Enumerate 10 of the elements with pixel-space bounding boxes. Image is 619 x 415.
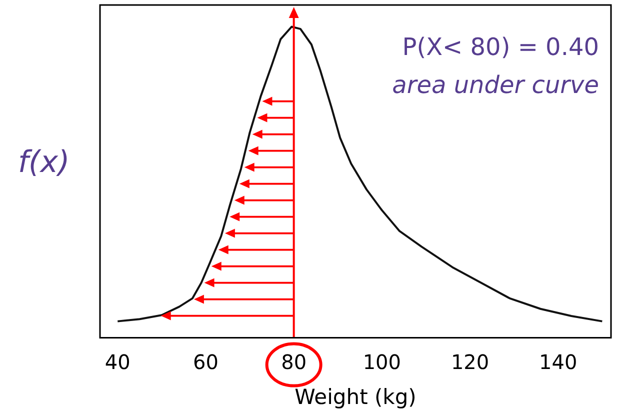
- y-axis-title: f(x): [18, 145, 70, 180]
- x-tick-label: 100: [362, 350, 402, 374]
- x-tick-label: 80: [281, 350, 307, 374]
- annotation: P(X< 80) = 0.40: [402, 33, 599, 61]
- x-tick-label: 120: [450, 350, 490, 374]
- x-axis-title: Weight (kg): [294, 384, 416, 409]
- x-tick-label: 40: [104, 350, 130, 374]
- annotation: area under curve: [392, 71, 599, 99]
- x-tick-label: 140: [539, 350, 578, 374]
- x-tick-label: 60: [193, 350, 218, 374]
